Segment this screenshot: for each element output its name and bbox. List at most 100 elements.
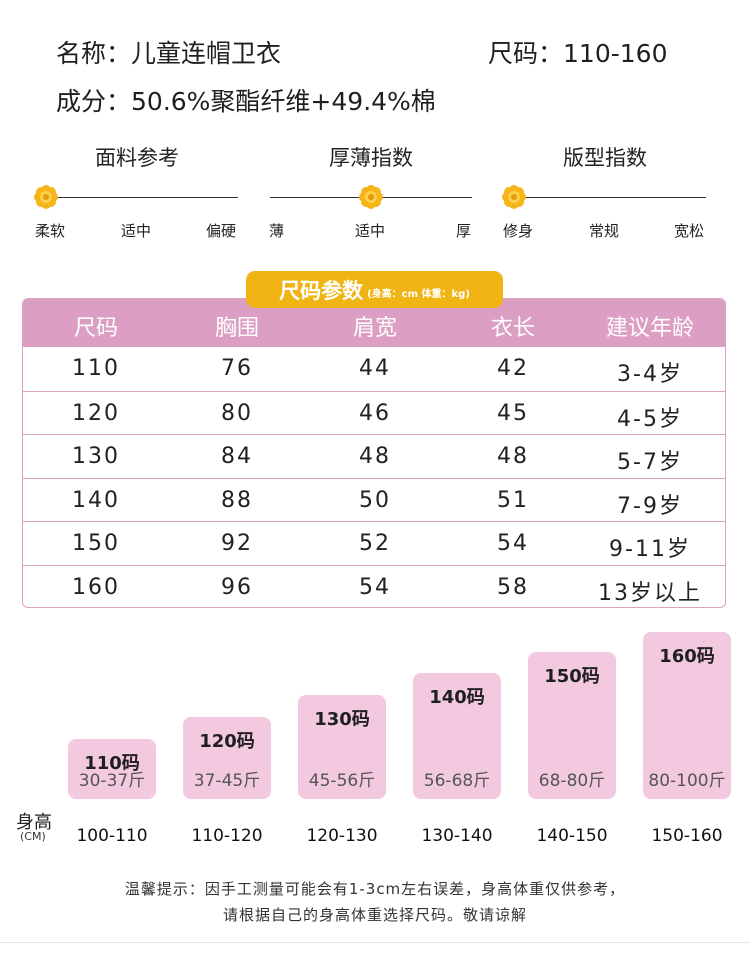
material-label: 成分： — [56, 87, 132, 116]
indicator-label: 偏硬 — [206, 222, 237, 240]
table-cell: 5-7岁 — [617, 450, 683, 476]
indicator-label: 薄 — [269, 222, 285, 240]
table-cell: 48 — [497, 444, 529, 470]
size-table-title: 尺码参数 — [279, 278, 364, 303]
indicator-label: 修身 — [503, 222, 534, 240]
table-cell: 7-9岁 — [617, 493, 683, 519]
height-range-label: 140-150 — [536, 826, 608, 846]
table-cell: 130 — [72, 444, 120, 470]
table-cell: 80 — [221, 400, 253, 426]
notice-line-1: 温馨提示：因手工测量可能会有1-3cm左右误差，身高体重仅供参考， — [124, 880, 626, 898]
size-bar: 120码 37-45斤 — [183, 717, 271, 799]
bar-size-label: 140码 — [429, 687, 485, 708]
size-bar: 160码 80-100斤 — [643, 632, 731, 799]
bar-size-label: 120码 — [199, 731, 255, 752]
table-cell: 52 — [359, 531, 391, 557]
size-bar: 110码 30-37斤 — [68, 739, 156, 799]
flower-icon — [502, 185, 527, 209]
indicator-label: 厚 — [456, 222, 472, 240]
table-row: 130 84 48 48 5-7岁 — [23, 434, 725, 477]
size-bar: 140码 56-68斤 — [413, 673, 501, 799]
bar-weight-label: 56-68斤 — [423, 771, 491, 791]
indicator-title: 厚薄指数 — [329, 146, 413, 170]
table-cell: 54 — [359, 575, 391, 600]
height-range-label: 110-120 — [191, 826, 263, 846]
table-cell: 58 — [497, 575, 529, 600]
indicator-title: 版型指数 — [563, 146, 647, 170]
table-header-cell: 肩宽 — [352, 316, 398, 341]
table-cell: 3-4岁 — [617, 362, 683, 387]
table-row: 150 92 52 54 9-11岁 — [23, 521, 725, 564]
table-cell: 96 — [221, 575, 253, 600]
indicator-label: 宽松 — [674, 222, 705, 240]
size-table: 尺码 胸围 肩宽 衣长 建议年龄 110 76 44 42 3-4岁 120 80 46 45 4-5岁 1… — [22, 298, 726, 608]
height-axis-label: 身高 — [16, 812, 52, 833]
table-row: 160 96 54 58 13岁以上 — [23, 565, 725, 607]
table-cell: 45 — [497, 400, 529, 426]
product-name: 儿童连帽卫衣 — [131, 39, 282, 68]
bar-weight-label: 45-56斤 — [308, 771, 376, 791]
bar-weight-label: 80-100斤 — [648, 771, 726, 791]
footer-divider — [0, 942, 750, 943]
indicator-label: 适中 — [121, 222, 152, 240]
table-cell: 92 — [221, 531, 253, 557]
height-range-label: 130-140 — [421, 826, 493, 846]
table-cell: 110 — [72, 356, 120, 381]
table-header-cell: 胸围 — [214, 316, 260, 341]
bar-weight-label: 30-37斤 — [78, 771, 146, 791]
table-cell: 76 — [221, 356, 253, 381]
bar-size-label: 110码 — [84, 753, 140, 774]
table-cell: 48 — [359, 444, 391, 470]
indicator-label: 柔软 — [35, 222, 66, 240]
bar-weight-label: 68-80斤 — [538, 771, 606, 791]
size-bar: 130码 45-56斤 — [298, 695, 386, 799]
table-header-cell: 建议年龄 — [605, 316, 695, 341]
table-cell: 140 — [72, 487, 120, 513]
size-table-badge: 尺码参数 (身高：cm 体重：kg) — [246, 271, 503, 308]
flower-icon — [359, 185, 383, 209]
material-line: 成分：50.6%聚酯纤维+49.4%棉 — [56, 82, 436, 118]
table-cell: 84 — [221, 444, 253, 470]
height-range-label: 150-160 — [651, 826, 723, 846]
table-header-cell: 衣长 — [490, 316, 536, 341]
table-cell: 160 — [72, 575, 120, 600]
bar-size-label: 160码 — [659, 646, 715, 667]
table-cell: 44 — [359, 356, 391, 381]
indicator-label: 适中 — [355, 222, 386, 240]
size-bar: 150码 68-80斤 — [528, 652, 616, 799]
indicator-title: 面料参考 — [95, 146, 179, 170]
product-name-line: 名称：儿童连帽卫衣 — [56, 34, 281, 70]
table-row: 120 80 46 45 4-5岁 — [23, 390, 725, 434]
table-cell: 9-11岁 — [609, 537, 691, 563]
table-header-cell: 尺码 — [73, 316, 119, 341]
table-row: 140 88 50 51 7-9岁 — [23, 477, 725, 521]
height-range-label: 100-110 — [76, 826, 148, 846]
name-label: 名称： — [56, 39, 132, 68]
table-cell: 13岁以上 — [598, 581, 702, 606]
indicator-track — [36, 197, 238, 198]
bar-weight-label: 37-45斤 — [193, 771, 261, 791]
table-cell: 88 — [221, 487, 253, 513]
table-cell: 46 — [359, 400, 391, 426]
table-row: 110 76 44 42 3-4岁 — [23, 347, 725, 390]
material-value: 50.6%聚酯纤维+49.4%棉 — [131, 87, 436, 116]
size-range: 110-160 — [563, 39, 668, 68]
flower-icon — [34, 185, 59, 209]
height-axis-unit: (CM) — [20, 830, 46, 843]
table-cell: 50 — [359, 487, 391, 513]
table-cell: 51 — [497, 487, 529, 513]
table-cell: 4-5岁 — [617, 406, 683, 432]
size-table-subtitle: (身高：cm 体重：kg) — [367, 289, 470, 300]
indicator-label: 常规 — [589, 222, 620, 240]
bar-size-label: 150码 — [544, 666, 600, 687]
size-label: 尺码： — [488, 39, 564, 68]
indicator-track — [504, 197, 706, 198]
notice-line-2: 请根据自己的身高体重选择尺码。敬请谅解 — [222, 906, 527, 924]
height-range-label: 120-130 — [306, 826, 378, 846]
size-range-line: 尺码：110-160 — [488, 34, 667, 70]
table-cell: 54 — [497, 531, 529, 557]
bar-size-label: 130码 — [314, 709, 370, 730]
table-cell: 120 — [72, 400, 120, 426]
table-cell: 150 — [72, 531, 120, 557]
table-cell: 42 — [497, 356, 529, 381]
